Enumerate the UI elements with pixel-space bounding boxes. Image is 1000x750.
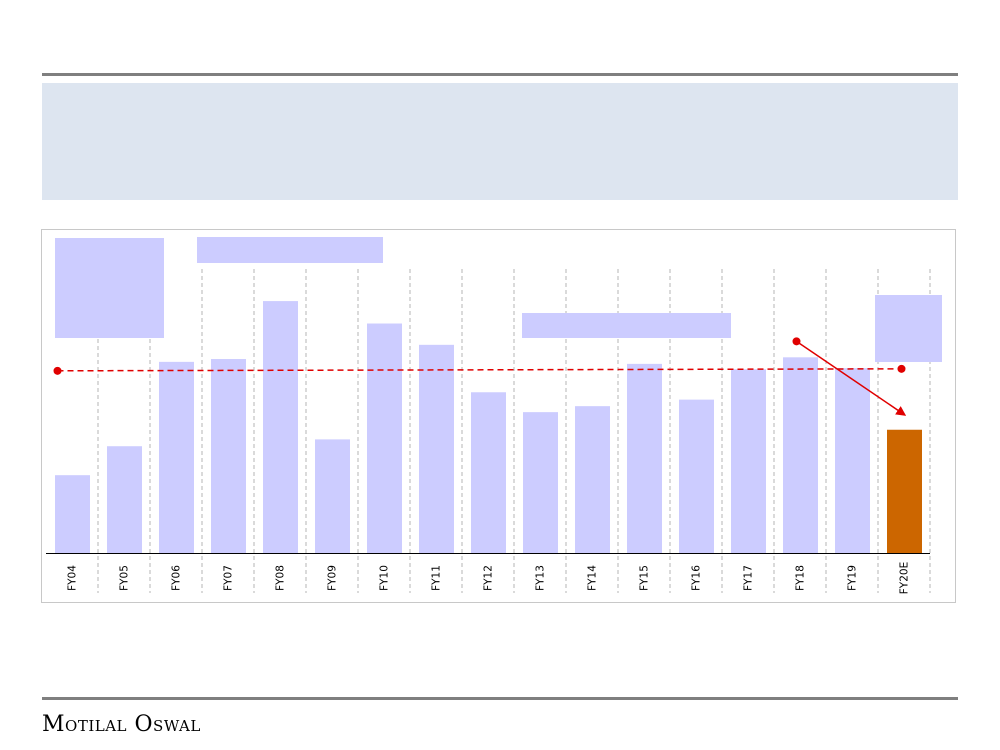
bar [627, 363, 662, 553]
x-tick-label: FY16 [691, 565, 703, 591]
average-line-end-marker [897, 364, 906, 373]
x-tick-label: FY10 [379, 565, 391, 591]
callout-box-4 [875, 295, 942, 362]
bar [679, 399, 714, 553]
x-tick-label: FY15 [639, 565, 651, 591]
x-tick-label: FY07 [223, 565, 235, 591]
bar [783, 357, 818, 553]
average-line [57, 368, 902, 372]
bar [315, 439, 350, 553]
bar [471, 392, 506, 553]
brand-logo: Motilal Oswal [42, 712, 201, 737]
header-band [42, 83, 958, 200]
x-tick-label: FY17 [743, 565, 755, 591]
x-tick-label: FY19 [847, 565, 859, 591]
bar [523, 412, 558, 553]
bar-highlight [887, 429, 922, 553]
bar [419, 344, 454, 553]
callout-box-2 [197, 237, 383, 263]
bar [263, 301, 298, 553]
x-tick-label: FY08 [275, 565, 287, 591]
x-tick-label: FY12 [483, 565, 495, 591]
x-tick-label: FY06 [171, 565, 183, 591]
callout-box-1 [55, 238, 164, 338]
x-tick-label: FY09 [327, 565, 339, 591]
bar [575, 406, 610, 553]
callout-box-3 [522, 313, 731, 338]
bar [107, 446, 142, 553]
trend-arrow [796, 340, 907, 416]
bottom-rule [42, 697, 958, 700]
x-tick-label: FY18 [795, 565, 807, 591]
x-tick-label: FY11 [431, 565, 443, 591]
bar [159, 361, 194, 553]
bar [367, 323, 402, 553]
bar [835, 368, 870, 553]
top-rule [42, 73, 958, 76]
bar [211, 359, 246, 553]
x-tick-label: FY20E [899, 562, 911, 594]
x-tick-label: FY14 [587, 565, 599, 591]
bar [731, 369, 766, 553]
x-tick-label: FY13 [535, 565, 547, 591]
x-tick-label: FY04 [67, 565, 79, 591]
x-tick-label: FY05 [119, 565, 131, 591]
bar [55, 475, 90, 553]
average-line-start-marker [53, 366, 62, 375]
